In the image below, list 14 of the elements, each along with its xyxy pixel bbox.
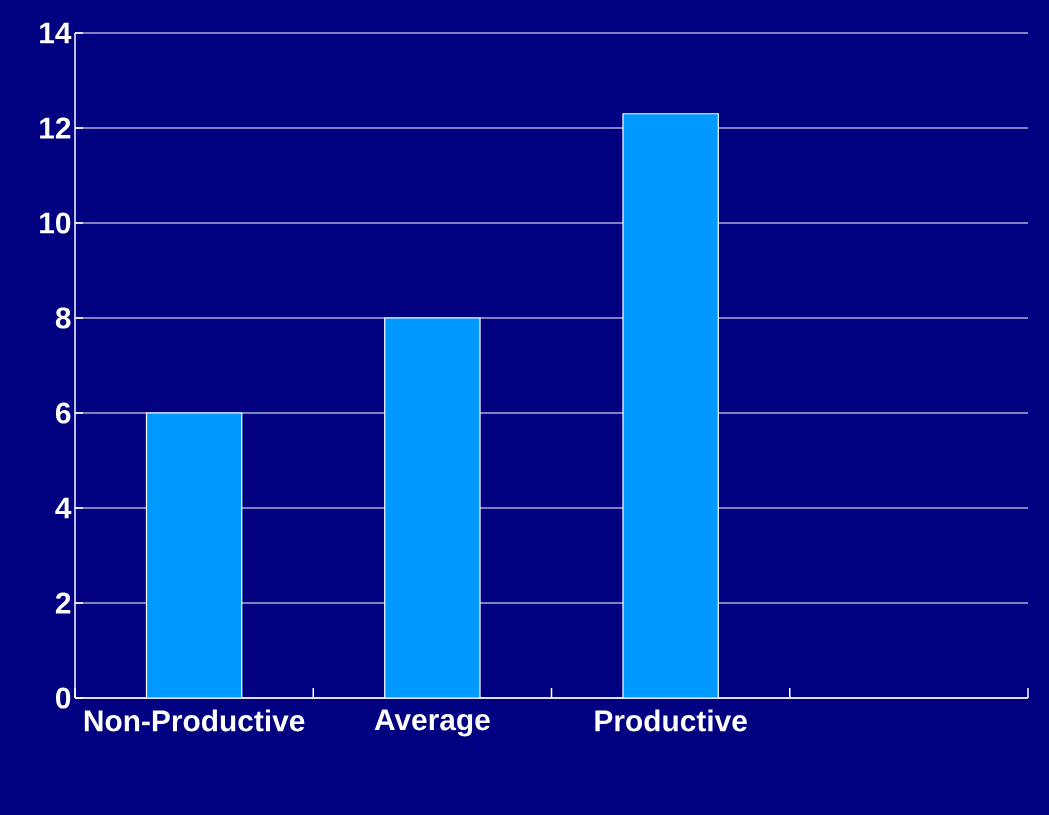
x-tick-label: Average [374, 709, 490, 737]
x-tick-label: Non-Productive [84, 709, 305, 732]
bar [145, 412, 243, 698]
y-tick-label: 6 [55, 402, 71, 424]
bar [384, 317, 481, 698]
y-tick-label: 2 [55, 592, 71, 614]
y-tick-label: 0 [56, 687, 71, 709]
y-tick-label: 14 [40, 22, 72, 44]
y-tick-label: 8 [55, 307, 71, 329]
bar [622, 113, 719, 698]
x-tick-label: Productive [595, 709, 747, 732]
y-tick-label: 10 [40, 212, 71, 234]
y-tick-label: 12 [40, 117, 71, 139]
y-tick-label: 4 [55, 497, 72, 519]
